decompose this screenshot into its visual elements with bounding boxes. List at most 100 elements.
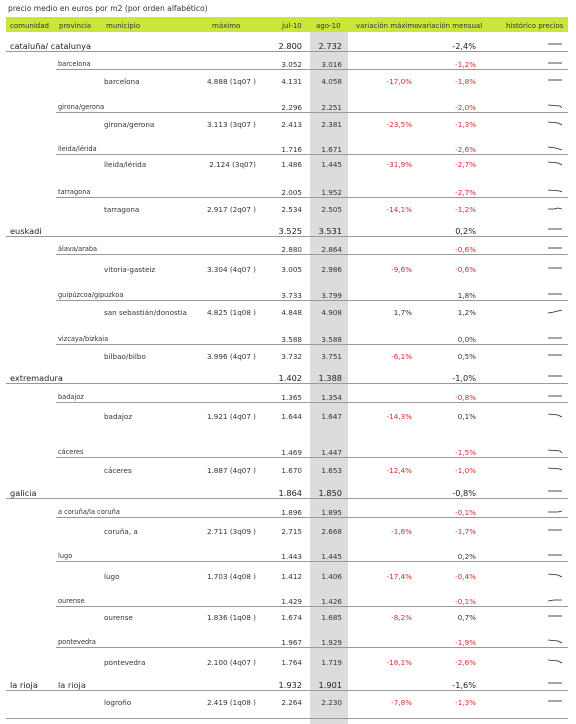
ago-value: 1.901 [318,680,342,690]
municipio-name: san sebastián/donostia [104,308,187,317]
header-maximo: máximo [212,22,241,30]
ago-value: 1.406 [321,572,342,581]
ago-value: 1.647 [321,412,342,421]
jul-value: 3.732 [281,352,302,361]
jul-value: 1.486 [281,160,302,169]
ago-value: 1.388 [318,373,342,383]
header-ago: ago-10 [316,22,341,30]
variacion-mensual: -1,6% [452,680,476,690]
variacion-mensual: -1,0% [452,373,476,383]
provincia-name: la rioja [58,680,86,690]
provincia-divider [56,517,568,518]
ago-value: 2.505 [321,205,342,214]
variacion-maximo: -17,0% [386,77,412,86]
historico-sparkline [548,639,562,644]
variacion-mensual: -1,3% [455,120,476,129]
historico-sparkline [548,682,562,684]
historico-sparkline [548,293,562,295]
historico-sparkline [548,207,562,210]
jul-value: 3.052 [281,60,302,69]
maximo-value: 2.419 (1q08 ) [206,698,256,707]
header-variacion-maximo: variación máximo [356,22,419,30]
variacion-maximo: -8,2% [391,613,412,622]
historico-sparkline [548,62,562,64]
jul-value: 3.733 [281,291,302,300]
jul-value: 1.402 [278,373,302,383]
municipio-name: vitoria-gasteiz [104,265,156,274]
ago-value: 4.908 [321,308,342,317]
variacion-mensual: -0,8% [452,488,476,498]
historico-sparkline [548,573,562,578]
comunidad-divider [6,498,568,499]
historico-sparkline [548,659,562,664]
table-header: comunidad provincia municipio máximo jul… [6,17,568,32]
provincia-name: pontevedra [58,638,96,646]
jul-value: 2.800 [278,41,302,51]
provincia-name: barcelona [58,60,91,68]
variacion-mensual: 0,1% [457,412,476,421]
municipio-name: badajoz [104,412,133,421]
jul-value: 2.264 [281,698,302,707]
jul-value: 1.429 [281,597,302,606]
historico-sparkline [548,449,562,454]
ago-value: 1.685 [321,613,342,622]
municipio-name: bilbao/bilbo [104,352,146,361]
variacion-maximo: 1,7% [393,308,412,317]
ago-value: 3.799 [321,291,342,300]
variacion-maximo: -9,6% [391,265,412,274]
provincia-divider [56,300,568,301]
ago-value: 2.668 [321,527,342,536]
municipio-name: lleida/lérida [104,160,147,169]
provincia-name: vizcaya/bizkaia [58,335,109,343]
variacion-mensual: -0,8% [455,393,476,402]
variacion-maximo: -12,4% [386,466,412,475]
ago-value: 1.952 [321,188,342,197]
ago-value: 3.588 [321,335,342,344]
variacion-mensual: -2,6% [455,145,476,154]
variacion-mensual: -1,8% [455,77,476,86]
jul-value: 1.443 [281,552,302,561]
historico-sparkline [548,354,562,356]
historico-sparkline [548,337,562,339]
historico-sparkline [548,121,562,126]
ago-value: 1.850 [318,488,342,498]
jul-value: 2.534 [281,205,302,214]
ago-value: 3.016 [321,60,342,69]
maximo-value: 3.996 (4q07 ) [206,352,256,361]
maximo-value: 3.304 (4q07 ) [206,265,256,274]
jul-value: 2.296 [281,103,302,112]
comunidad-divider [6,236,568,237]
municipio-name: cáceres [104,466,132,475]
variacion-maximo: -18,1% [386,658,412,667]
maximo-value: 1.703 (4q08 ) [206,572,256,581]
variacion-mensual: -1,3% [455,698,476,707]
jul-value: 1.896 [281,508,302,517]
maximo-value: 1.887 (4q07 ) [206,466,256,475]
jul-value: 1.967 [281,638,302,647]
header-provincia: provincia [59,22,92,30]
jul-value: 1.644 [281,412,302,421]
jul-value: 3.588 [281,335,302,344]
maximo-value: 2.711 (3q09 ) [206,527,256,536]
comunidad-divider [6,383,568,384]
ago-value: 2.251 [321,103,342,112]
maximo-value: 2.100 (4q07 ) [206,658,256,667]
variacion-mensual: 0,7% [457,613,476,622]
provincia-divider [56,197,568,198]
provincia-divider [56,561,568,562]
variacion-mensual: -0,1% [455,508,476,517]
variacion-mensual: -2,4% [452,41,476,51]
municipio-name: girona/gerona [104,120,155,129]
variacion-maximo: -6,1% [391,352,412,361]
ago-value: 3.531 [318,226,342,236]
variacion-mensual: -0,6% [455,265,476,274]
maximo-value: 1.836 (1q08 ) [206,613,256,622]
maximo-value: 4.888 (1q07 ) [206,77,256,86]
variacion-mensual: -1,7% [455,527,476,536]
variacion-mensual: 1,8% [457,291,476,300]
comunidad-name: extremadura [10,373,63,383]
variacion-maximo: -14,1% [386,205,412,214]
provincia-name: badajoz [58,393,84,401]
municipio-name: ourense [104,613,133,622]
historico-sparkline [548,395,562,397]
